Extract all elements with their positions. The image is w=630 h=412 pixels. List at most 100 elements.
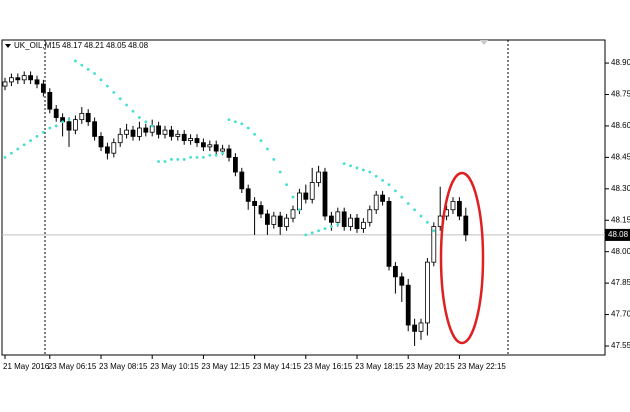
sar-dot: [29, 139, 32, 142]
sar-dot: [330, 225, 333, 228]
sar-dot: [387, 183, 391, 187]
ohlc-header: 48.17 48.21 48.05 48.08: [62, 41, 149, 50]
candle-body: [92, 121, 97, 137]
sar-dot: [42, 130, 45, 134]
x-tick-label: 23 May 16:15: [304, 362, 353, 371]
candle-body: [34, 79, 40, 85]
sar-dot: [266, 147, 269, 151]
sar-dot: [323, 227, 327, 231]
x-tick-label: 23 May 12:15: [201, 362, 250, 371]
candle-body: [386, 200, 392, 267]
candle-body: [226, 148, 232, 158]
candle-body: [316, 171, 322, 183]
candle-body: [399, 276, 405, 286]
sar-dot: [304, 233, 308, 237]
sar-dot: [298, 208, 301, 212]
candle-body: [181, 133, 187, 141]
sar-dot: [419, 214, 423, 218]
candle-body: [335, 211, 341, 223]
sar-dot: [93, 72, 96, 75]
sar-dot: [381, 179, 384, 182]
candle-body: [47, 91, 53, 110]
y-tick-label: 47.70: [611, 310, 630, 319]
sar-dot: [80, 63, 84, 67]
candle-body: [143, 127, 149, 133]
x-tick-label: 21 May 2016: [3, 362, 50, 371]
candle-body: [66, 121, 72, 131]
sar-dot: [272, 158, 276, 161]
candle-body: [271, 215, 277, 225]
candle-body: [341, 211, 347, 227]
candle-body: [130, 129, 136, 137]
candle-body: [2, 81, 8, 87]
candle-body: [354, 217, 360, 230]
candle-body: [296, 192, 302, 211]
ohlc-value: 48.21: [84, 41, 105, 50]
shift-marker: [480, 40, 488, 45]
ohlc-value: 48.08: [128, 41, 149, 50]
x-tick-label: 23 May 10:15: [150, 362, 199, 371]
sar-dot: [48, 126, 52, 130]
y-tick-label: 48.30: [611, 184, 630, 193]
sar-dot: [221, 151, 225, 155]
x-tick-label: 23 May 20:15: [406, 362, 455, 371]
candle-body: [392, 265, 398, 278]
sar-dot: [234, 120, 237, 124]
candle-body: [79, 112, 85, 121]
candle-body: [245, 188, 251, 202]
sar-dot: [182, 158, 186, 161]
sar-dot: [208, 153, 212, 157]
sar-dot: [10, 151, 13, 155]
sar-dot: [253, 132, 256, 136]
candle-body: [258, 205, 264, 215]
candle-body: [220, 148, 226, 152]
plot: 48.90 48.75 48.60 48.45 48.30 48.15 48.00 47.85…: [2, 58, 630, 371]
sar-dot: [106, 84, 109, 88]
sar-dot: [22, 143, 26, 147]
sar-dot: [54, 124, 58, 128]
x-tick-label: 23 May 14:15: [253, 362, 302, 371]
sar-dot: [426, 220, 429, 224]
sar-dot: [189, 155, 193, 159]
candle-body: [15, 77, 21, 81]
sar-dot: [342, 162, 346, 166]
header-arrow: [5, 44, 11, 48]
y-tick-label: 48.00: [611, 247, 630, 256]
sar-dot: [432, 229, 436, 233]
sar-dot: [362, 168, 365, 172]
sar-dot: [16, 147, 20, 151]
x-tick-label: 23 May 06:15: [48, 362, 97, 371]
candle-body: [277, 215, 283, 227]
sar-dot: [246, 126, 250, 130]
sar-dot: [118, 97, 122, 101]
candle-body: [41, 83, 46, 93]
candle-body: [463, 215, 469, 236]
x-tick-label: 23 May 18:15: [355, 362, 404, 371]
candle-body: [380, 194, 386, 202]
candle-body: [456, 200, 462, 217]
candle-body: [85, 112, 91, 123]
last-price-label: 48.08: [608, 230, 629, 239]
sar-dot: [112, 90, 116, 94]
candle-body: [73, 119, 78, 131]
candle-body: [367, 209, 373, 223]
candle-body: [348, 217, 354, 227]
sar-dot: [368, 170, 372, 174]
sar-dot: [170, 158, 173, 161]
candle-body: [252, 200, 258, 206]
candle-body: [175, 133, 181, 137]
sar-dot: [163, 160, 167, 163]
sar-dot: [150, 124, 154, 128]
candle-body: [373, 194, 379, 211]
candle-body: [162, 129, 168, 135]
sar-dot: [349, 164, 352, 168]
sar-dot: [394, 189, 397, 193]
sar-dot: [291, 195, 295, 199]
candle-body: [207, 144, 213, 148]
sar-dot: [285, 183, 288, 187]
candle-body: [105, 146, 110, 154]
candle-body: [424, 261, 430, 324]
sar-dot: [67, 118, 71, 122]
sar-dot: [125, 103, 128, 107]
